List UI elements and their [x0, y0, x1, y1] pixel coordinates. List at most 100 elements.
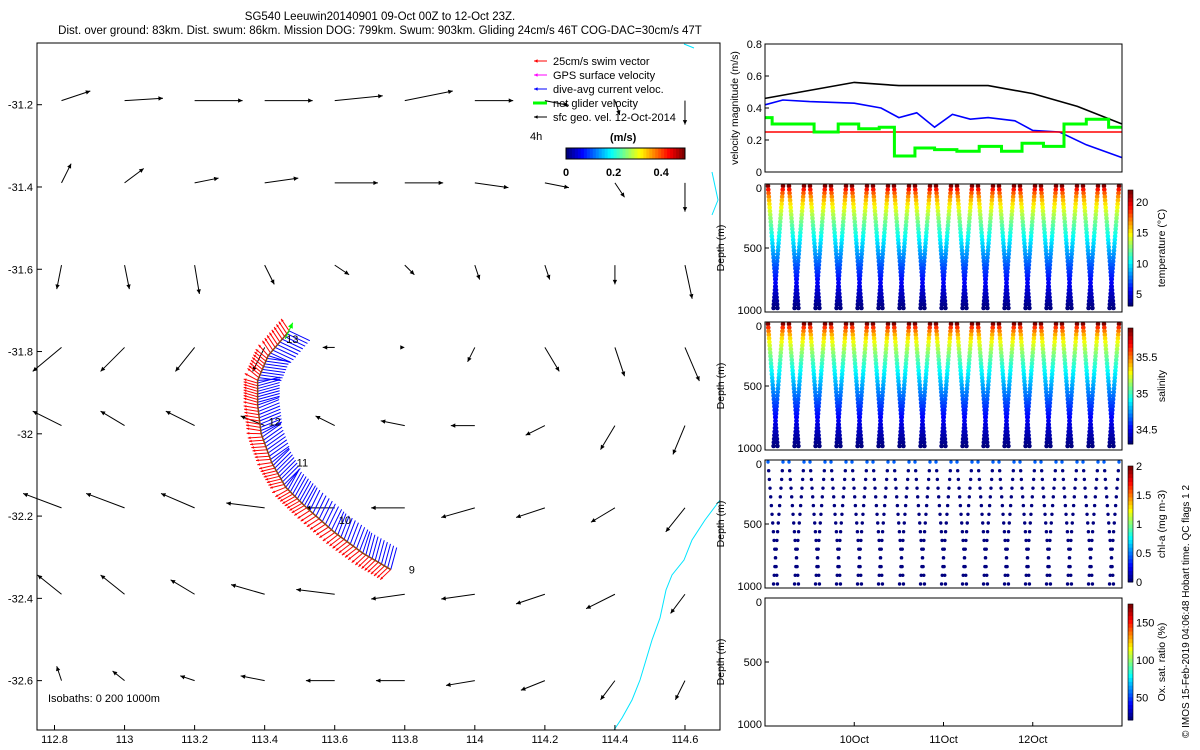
dive-sample: [1067, 414, 1073, 420]
dive-sample: [1063, 226, 1068, 232]
dive-sample: [903, 223, 909, 228]
dive-sample: [767, 205, 772, 210]
colorbar-cell: [1128, 638, 1133, 644]
dive-sample: [769, 364, 774, 370]
dive-sample: [916, 495, 920, 499]
dive-sample: [924, 223, 930, 228]
dive-sample: [857, 564, 861, 569]
dive-sample: [1083, 215, 1088, 221]
dive-sample: [873, 219, 879, 225]
dive-sample: [1044, 259, 1050, 264]
dive-sample: [1022, 248, 1028, 253]
dive-sample: [821, 332, 827, 338]
dive-sample: [901, 530, 906, 534]
dive-sample: [874, 371, 880, 377]
dive-sample: [863, 486, 867, 490]
dive-sample: [1053, 469, 1058, 473]
swim-vector: [269, 484, 285, 489]
dive-sample: [899, 414, 905, 420]
dive-sample: [901, 386, 907, 391]
dive-sample: [948, 190, 953, 196]
dive-sample: [1048, 530, 1053, 534]
dive-sample: [1108, 429, 1113, 434]
dive-sample: [864, 187, 870, 192]
x-tick-label: 114: [466, 734, 484, 746]
dive-sample: [1089, 259, 1095, 264]
dive-sample: [788, 339, 793, 345]
dive-sample: [1070, 241, 1075, 246]
dive-sample: [1018, 328, 1023, 334]
colorbar-cell: [1128, 607, 1133, 613]
dive-sample: [1086, 521, 1090, 525]
dive-sample: [988, 353, 993, 359]
dive-sample: [858, 400, 864, 406]
dive-sample: [1065, 582, 1070, 586]
dive-sample: [1082, 212, 1088, 218]
colorbar-cell: [1128, 393, 1133, 399]
dive-sample: [934, 328, 939, 334]
dive-sample: [775, 305, 780, 311]
dive-sample: [776, 379, 781, 384]
dive-sample: [976, 469, 981, 473]
depth-y-tick-label: 0: [756, 459, 762, 471]
dive-sample: [1061, 212, 1067, 218]
dive-sample: [1000, 364, 1005, 370]
dive-sample: [998, 350, 1004, 356]
dive-sample: [943, 393, 948, 399]
dive-sample: [1002, 582, 1007, 586]
dive-sample: [1024, 291, 1029, 296]
dive-sample: [916, 371, 922, 377]
dive-sample: [880, 389, 886, 395]
dive-sample: [768, 215, 773, 221]
dive-sample: [859, 530, 864, 534]
geo-velocity-arrow: [400, 345, 405, 350]
geo-velocity-arrow: [585, 593, 616, 610]
dive-sample: [1086, 302, 1092, 307]
dive-sample: [779, 339, 784, 345]
dive-sample: [835, 425, 841, 431]
dive-sample: [1084, 503, 1089, 508]
dive-sample: [872, 346, 878, 352]
dive-sample: [938, 244, 944, 250]
dive-sample: [790, 375, 796, 381]
dive-sample: [817, 386, 823, 391]
dive-sample: [1004, 414, 1010, 420]
dive-sample: [1108, 294, 1113, 300]
dive-avg-current-vector: [257, 399, 280, 409]
swim-vector: [280, 318, 290, 332]
dive-sample: [835, 422, 841, 427]
dive-sample: [1009, 353, 1014, 359]
dive-sample: [1007, 379, 1012, 384]
dive-sample: [1031, 201, 1036, 207]
dive-sample: [769, 371, 775, 377]
dive-sample: [779, 477, 784, 482]
dive-sample: [940, 284, 946, 289]
dive-sample: [977, 208, 983, 214]
dive-sample: [978, 353, 983, 359]
colorbar-cell: [1128, 405, 1133, 410]
dive-sample: [863, 194, 869, 200]
dive-sample: [1008, 512, 1012, 516]
dive-sample: [1039, 332, 1045, 338]
colorbar-cell: [607, 148, 612, 159]
colorbar-cell: [1128, 477, 1133, 482]
dive-sample: [1021, 371, 1027, 377]
dive-sample: [956, 201, 961, 207]
dive-sample: [903, 364, 908, 370]
geo-velocity-arrow: [334, 94, 383, 102]
dive-sample: [1002, 440, 1008, 445]
dive-sample: [809, 212, 815, 218]
dive-sample: [954, 183, 960, 189]
dive-sample: [1039, 460, 1043, 464]
dive-avg-current-vector: [261, 371, 284, 376]
dive-sample: [864, 328, 869, 334]
dive-sample: [780, 321, 786, 327]
dive-sample: [1111, 389, 1117, 395]
dive-sample: [778, 208, 784, 214]
dive-sample: [1032, 183, 1038, 189]
dive-avg-current-vector: [390, 547, 398, 570]
dive-sample: [1116, 328, 1121, 334]
dive-sample: [1090, 386, 1096, 391]
dive-sample: [776, 521, 780, 525]
dive-sample: [1093, 212, 1099, 218]
